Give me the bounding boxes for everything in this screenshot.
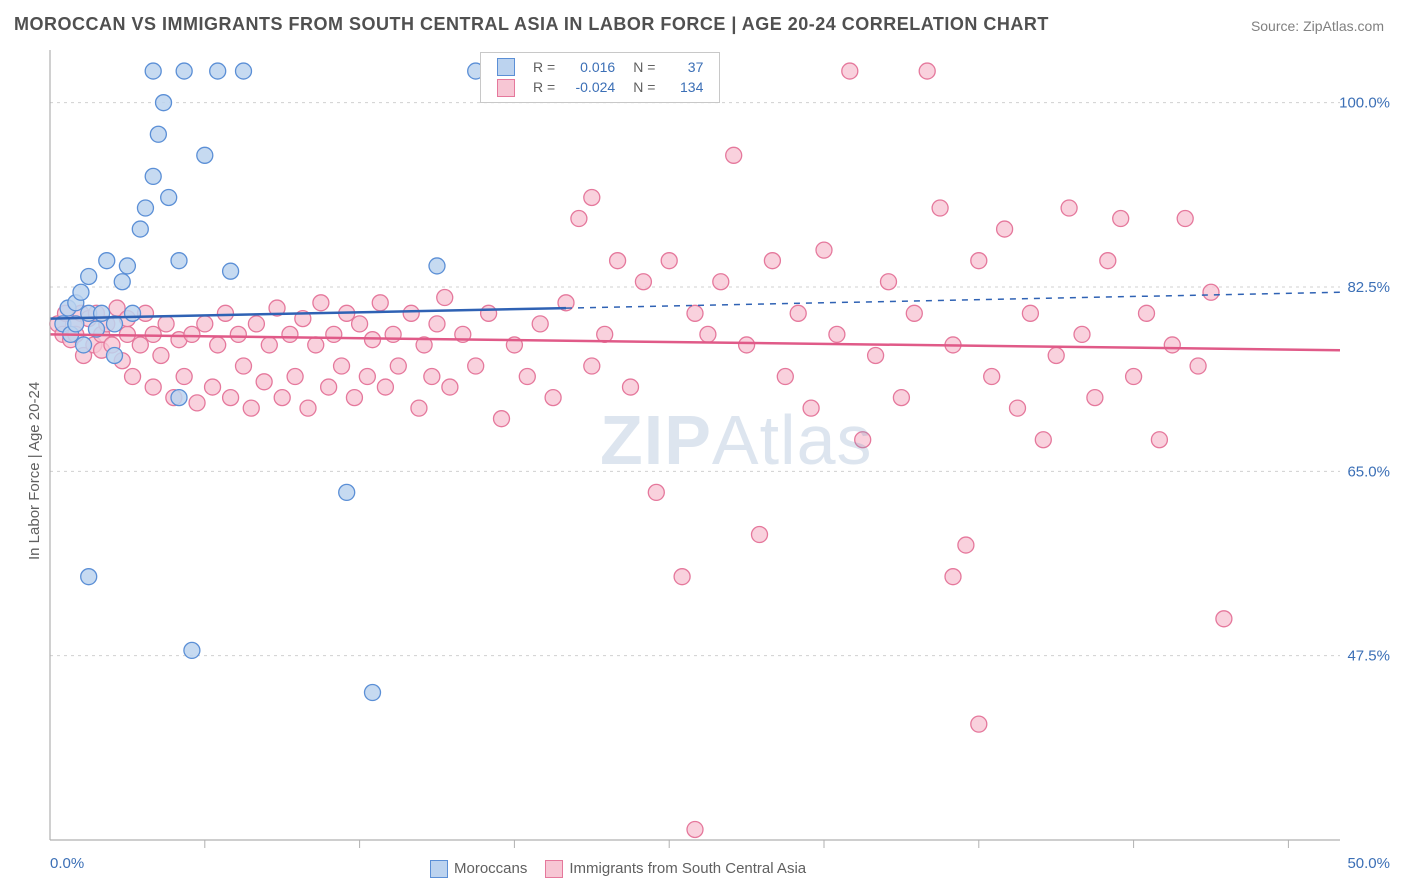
series-legend: Moroccans Immigrants from South Central A… xyxy=(430,860,806,878)
svg-text:47.5%: 47.5% xyxy=(1347,648,1390,665)
scatter-chart: 47.5% 65.0% 82.5% 100.0% 0.0% 50.0% xyxy=(0,0,1406,892)
y-axis-label: In Labor Force | Age 20-24 xyxy=(26,382,43,560)
svg-text:65.0%: 65.0% xyxy=(1347,463,1390,480)
correlation-legend: R =0.016N =37R =-0.024N =134 xyxy=(480,52,720,103)
svg-text:50.0%: 50.0% xyxy=(1347,855,1390,872)
legend-item: Immigrants from South Central Asia xyxy=(545,860,806,878)
svg-text:0.0%: 0.0% xyxy=(50,855,84,872)
svg-text:100.0%: 100.0% xyxy=(1339,95,1390,112)
legend-item: Moroccans xyxy=(430,860,527,878)
svg-text:82.5%: 82.5% xyxy=(1347,279,1390,296)
